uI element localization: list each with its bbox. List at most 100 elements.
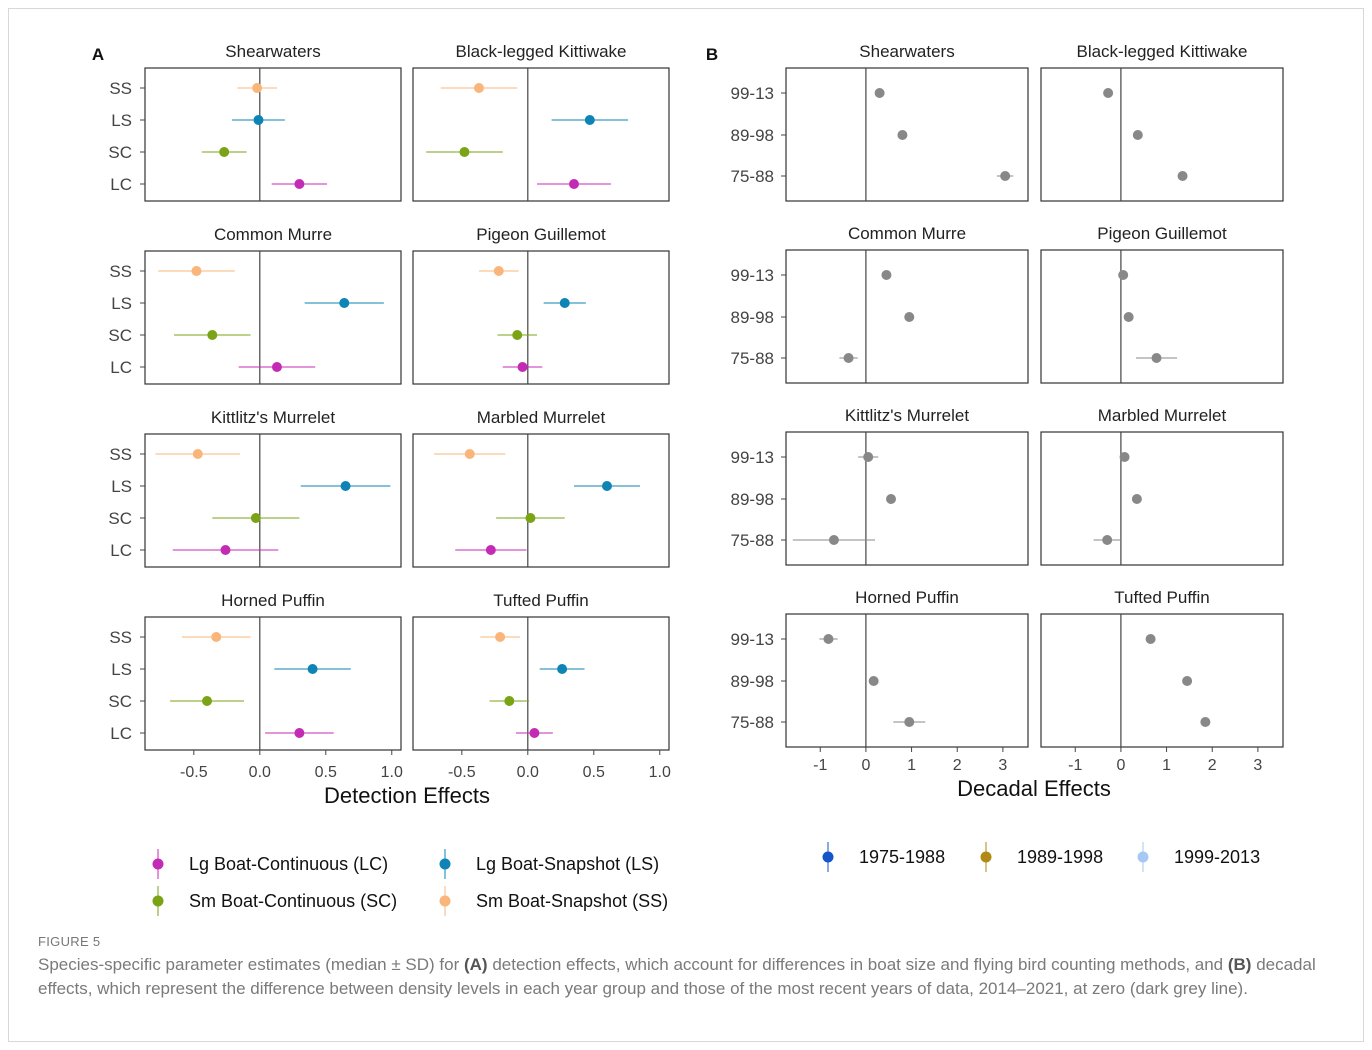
data-point bbox=[191, 266, 202, 276]
facet-title: Common Murre bbox=[848, 224, 966, 243]
x-tick-label: -0.5 bbox=[180, 764, 208, 781]
y-tick-label: SC bbox=[108, 326, 132, 345]
facet-panel bbox=[1040, 613, 1284, 748]
legend-key-point bbox=[980, 851, 992, 863]
legend-key-point bbox=[152, 858, 164, 870]
data-point bbox=[584, 115, 595, 125]
legend-label: Sm Boat-Snapshot (SS) bbox=[476, 891, 668, 911]
data-point bbox=[294, 179, 305, 189]
data-point bbox=[485, 545, 496, 555]
data-point bbox=[495, 632, 506, 642]
data-point bbox=[192, 449, 203, 459]
y-tick-label: 75-88 bbox=[731, 349, 774, 368]
data-point bbox=[1145, 634, 1156, 644]
data-point bbox=[459, 147, 470, 157]
legend-key-point bbox=[439, 895, 451, 907]
x-tick-label: 1.0 bbox=[649, 764, 671, 781]
y-tick-label: 99-13 bbox=[731, 630, 774, 649]
y-tick-label: LS bbox=[111, 477, 132, 496]
y-tick-label: LC bbox=[110, 541, 132, 560]
data-point bbox=[886, 494, 897, 504]
data-point bbox=[828, 535, 839, 545]
data-point bbox=[1118, 270, 1129, 280]
data-point bbox=[250, 513, 261, 523]
x-tick-label: -1 bbox=[813, 757, 827, 774]
caption-panel-b-ref: (B) bbox=[1227, 955, 1252, 974]
legend-label: Lg Boat-Snapshot (LS) bbox=[476, 854, 659, 874]
x-tick-label: 3 bbox=[998, 757, 1007, 774]
data-point bbox=[904, 717, 915, 727]
data-point bbox=[1119, 452, 1130, 462]
facet-panel bbox=[785, 613, 1029, 748]
y-tick-label: SS bbox=[109, 262, 132, 281]
y-tick-label: 99-13 bbox=[731, 84, 774, 103]
data-point bbox=[874, 88, 885, 98]
data-point bbox=[504, 696, 515, 706]
figure-frame bbox=[8, 8, 1364, 1042]
y-tick-label: 89-98 bbox=[731, 126, 774, 145]
y-tick-label: LC bbox=[110, 358, 132, 377]
x-tick-label: 0.5 bbox=[315, 764, 337, 781]
caption-mid: detection effects, which account for dif… bbox=[487, 955, 1228, 974]
y-tick-label: 89-98 bbox=[731, 308, 774, 327]
y-tick-label: SS bbox=[109, 79, 132, 98]
facet-panel bbox=[412, 67, 670, 202]
data-point bbox=[207, 330, 218, 340]
data-point bbox=[897, 130, 908, 140]
data-point bbox=[843, 353, 854, 363]
data-point bbox=[307, 664, 318, 674]
facet-panel bbox=[412, 616, 670, 751]
figure-caption: FIGURE 5 Species-specific parameter esti… bbox=[38, 934, 1338, 1001]
x-tick-label: 0 bbox=[1116, 757, 1125, 774]
facet-panel bbox=[1040, 431, 1284, 566]
facet-title: Black-legged Kittiwake bbox=[1076, 42, 1247, 61]
facet-title: Shearwaters bbox=[859, 42, 954, 61]
data-point bbox=[464, 449, 475, 459]
data-point bbox=[271, 362, 282, 372]
legend-key-point bbox=[152, 895, 164, 907]
data-point bbox=[1000, 171, 1011, 181]
data-point bbox=[529, 728, 540, 738]
data-point bbox=[1182, 676, 1193, 686]
facet-title: Common Murre bbox=[214, 225, 332, 244]
legend-label: 1989-1998 bbox=[1017, 847, 1103, 867]
y-tick-label: 75-88 bbox=[731, 167, 774, 186]
facet-panel bbox=[785, 431, 1029, 566]
data-point bbox=[823, 634, 834, 644]
y-tick-label: LS bbox=[111, 294, 132, 313]
facet-panel bbox=[144, 250, 402, 385]
data-point bbox=[339, 298, 350, 308]
x-tick-label: 2 bbox=[953, 757, 962, 774]
panel-label-a: A bbox=[92, 45, 104, 64]
facet-title: Pigeon Guillemot bbox=[1097, 224, 1227, 243]
data-point bbox=[294, 728, 305, 738]
facet-panel bbox=[144, 67, 402, 202]
facet-title: Black-legged Kittiwake bbox=[455, 42, 626, 61]
y-tick-label: LC bbox=[110, 175, 132, 194]
y-tick-label: 99-13 bbox=[731, 448, 774, 467]
y-tick-label: 99-13 bbox=[731, 266, 774, 285]
figure-5-chart: A Shearwaters SS LS SC LC Black-legged Kittiwa… bbox=[92, 42, 1284, 916]
legend-label: Lg Boat-Continuous (LC) bbox=[189, 854, 388, 874]
data-point bbox=[863, 452, 874, 462]
data-point bbox=[1177, 171, 1188, 181]
y-tick-label: LC bbox=[110, 724, 132, 743]
facet-panel bbox=[144, 433, 402, 568]
data-point bbox=[1132, 130, 1143, 140]
x-tick-label: 2 bbox=[1208, 757, 1217, 774]
data-point bbox=[525, 513, 536, 523]
data-point bbox=[559, 298, 570, 308]
facet-panel bbox=[1040, 249, 1284, 384]
facet-panel bbox=[412, 433, 670, 568]
y-tick-label: 89-98 bbox=[731, 490, 774, 509]
data-point bbox=[1131, 494, 1142, 504]
y-tick-label: LS bbox=[111, 111, 132, 130]
legend-key-point bbox=[822, 851, 834, 863]
x-tick-label: 0.0 bbox=[517, 764, 539, 781]
data-point bbox=[211, 632, 222, 642]
data-point bbox=[601, 481, 612, 491]
panel-label-b: B bbox=[706, 45, 718, 64]
x-tick-label: -0.5 bbox=[448, 764, 476, 781]
data-point bbox=[512, 330, 523, 340]
legend-label: Sm Boat-Continuous (SC) bbox=[189, 891, 397, 911]
